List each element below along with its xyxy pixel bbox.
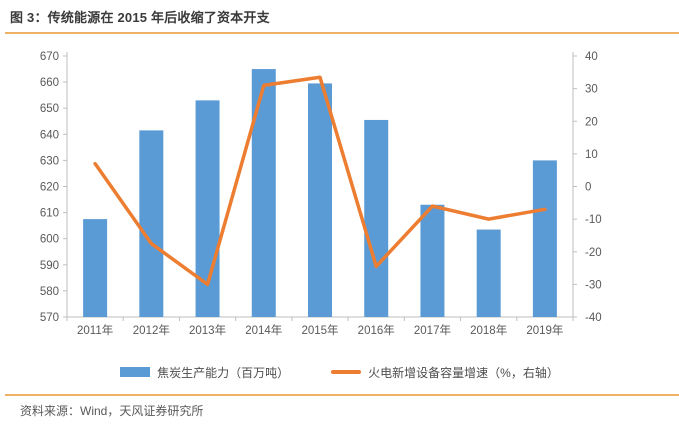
left-axis-tick-label: 600 bbox=[40, 234, 59, 246]
left-axis-tick-label: 590 bbox=[40, 260, 59, 272]
left-axis-tick-label: 670 bbox=[40, 51, 59, 63]
left-axis-tick-label: 630 bbox=[40, 155, 59, 167]
right-axis-tick-label: 30 bbox=[585, 84, 598, 96]
x-axis-category-label: 2016年 bbox=[358, 323, 395, 337]
bar bbox=[308, 83, 332, 317]
x-axis-category-label: 2014年 bbox=[245, 323, 282, 337]
right-axis-tick-label: 20 bbox=[585, 116, 598, 128]
left-axis-tick-label: 580 bbox=[40, 286, 59, 298]
chart-legend: 焦炭生产能力（百万吨） 火电新增设备容量增速（%，右轴） bbox=[0, 361, 679, 383]
bar bbox=[139, 130, 164, 317]
bar bbox=[476, 229, 501, 317]
right-axis-tick-label: -30 bbox=[585, 279, 602, 291]
left-axis-tick-label: 620 bbox=[40, 182, 59, 194]
x-axis-category-label: 2017年 bbox=[414, 323, 451, 337]
legend-item-line-series: 火电新增设备容量增速（%，右轴） bbox=[331, 364, 559, 381]
left-axis-tick-label: 570 bbox=[40, 312, 59, 324]
right-axis-tick-label: -20 bbox=[585, 247, 602, 259]
figure-title: 图 3：传统能源在 2015 年后收缩了资本开支 bbox=[10, 10, 270, 25]
bar bbox=[251, 69, 276, 317]
x-axis-category-label: 2011年 bbox=[77, 323, 113, 337]
line-series-label: 火电新增设备容量增速（%，右轴） bbox=[368, 365, 559, 380]
left-axis-tick-label: 640 bbox=[40, 129, 59, 141]
bar bbox=[364, 119, 389, 317]
right-axis-tick-label: -40 bbox=[585, 312, 602, 324]
source-note: 资料来源：Wind，天风证券研究所 bbox=[20, 404, 204, 418]
right-axis-tick-label: -10 bbox=[585, 214, 602, 226]
right-axis-tick-label: 0 bbox=[585, 182, 591, 194]
x-axis-category-label: 2015年 bbox=[301, 323, 338, 337]
left-axis-tick-label: 650 bbox=[40, 103, 59, 115]
x-axis-category-label: 2012年 bbox=[133, 323, 170, 337]
top-separator bbox=[5, 32, 679, 34]
right-axis-tick-label: 40 bbox=[585, 51, 598, 63]
left-axis-tick-label: 660 bbox=[40, 77, 59, 89]
legend-item-bar-series: 焦炭生产能力（百万吨） bbox=[120, 364, 289, 381]
bar-series-swatch bbox=[120, 367, 151, 377]
trend-line bbox=[93, 75, 547, 287]
bar bbox=[532, 160, 557, 317]
right-axis-tick-label: 10 bbox=[585, 149, 598, 161]
x-axis-category-label: 2013年 bbox=[189, 323, 226, 337]
x-axis-category-label: 2019年 bbox=[526, 323, 563, 337]
bar-series-label: 焦炭生产能力（百万吨） bbox=[157, 365, 290, 380]
bar bbox=[83, 219, 108, 317]
left-axis-tick-label: 610 bbox=[40, 208, 59, 220]
bar bbox=[420, 204, 445, 317]
line-series-swatch bbox=[331, 370, 362, 374]
bottom-separator bbox=[5, 394, 679, 396]
x-axis-category-label: 2018年 bbox=[470, 323, 507, 337]
combo-chart: 570 580 590 600 610 620 630 640 650 660 670 -40 -30 -… bbox=[40, 51, 602, 337]
